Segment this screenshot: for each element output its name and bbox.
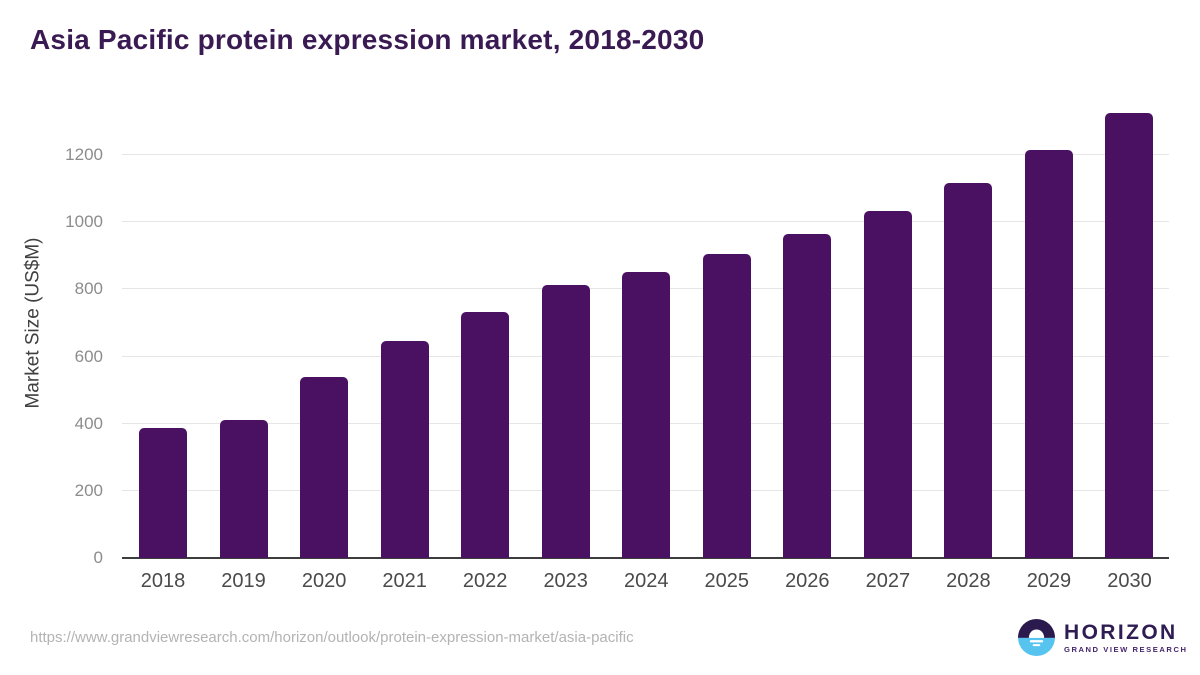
gridline-1200: [122, 154, 1169, 156]
horizon-logo-text: HORIZON GRAND VIEW RESEARCH: [1064, 622, 1188, 654]
bar-2018: [139, 427, 187, 558]
x-tick-label-2025: 2025: [704, 570, 750, 592]
x-tick-label-2019: 2019: [221, 570, 266, 592]
x-tick-label-2018: 2018: [140, 570, 186, 592]
plot-area: [122, 88, 1169, 559]
horizon-logo: HORIZON GRAND VIEW RESEARCH: [1018, 619, 1188, 656]
x-tick-label-2023: 2023: [543, 570, 588, 592]
y-tick-label-0: 0: [93, 548, 103, 567]
y-tick-label-1200: 1200: [65, 145, 103, 165]
x-tick-label-2026: 2026: [785, 570, 830, 592]
bar-2020: [300, 377, 349, 558]
horizon-brand-text: HORIZON: [1064, 620, 1178, 644]
y-tick-label-600: 600: [74, 346, 103, 366]
x-tick-label-2022: 2022: [462, 570, 508, 592]
bar-2028: [944, 183, 993, 558]
x-tick-label-2027: 2027: [865, 570, 911, 592]
y-tick-label-200: 200: [74, 480, 103, 500]
source-url: https://www.grandviewresearch.com/horizo…: [30, 629, 634, 646]
y-tick-label-1000: 1000: [65, 212, 103, 232]
x-tick-label-2021: 2021: [382, 570, 427, 592]
x-axis-line: [122, 557, 1169, 559]
x-tick-label-2024: 2024: [623, 570, 669, 592]
gridline-1000: [122, 221, 1169, 223]
bar-2029: [1024, 150, 1073, 558]
y-axis-title-text: Market Size (US$M): [23, 237, 44, 409]
chart-title: Asia Pacific protein expression market, …: [30, 24, 705, 55]
bar-2022: [461, 312, 510, 558]
bar-2030: [1105, 112, 1154, 558]
y-tick-label-800: 800: [74, 279, 103, 299]
bar-2024: [622, 271, 671, 558]
x-tick-label-2029: 2029: [1026, 570, 1072, 592]
bar-2025: [702, 254, 751, 558]
bar-2023: [541, 285, 590, 558]
horizon-subbrand-text: GRAND VIEW RESEARCH: [1064, 644, 1188, 654]
x-tick-label-2028: 2028: [946, 570, 991, 592]
x-tick-label-2020: 2020: [301, 570, 347, 592]
bar-2026: [783, 234, 832, 558]
bar-2019: [219, 420, 268, 558]
x-tick-label-2030: 2030: [1107, 570, 1152, 592]
bar-2021: [380, 341, 429, 558]
y-tick-label-400: 400: [74, 413, 103, 433]
horizon-logo-icon: [1018, 619, 1055, 656]
bar-2027: [863, 211, 912, 558]
